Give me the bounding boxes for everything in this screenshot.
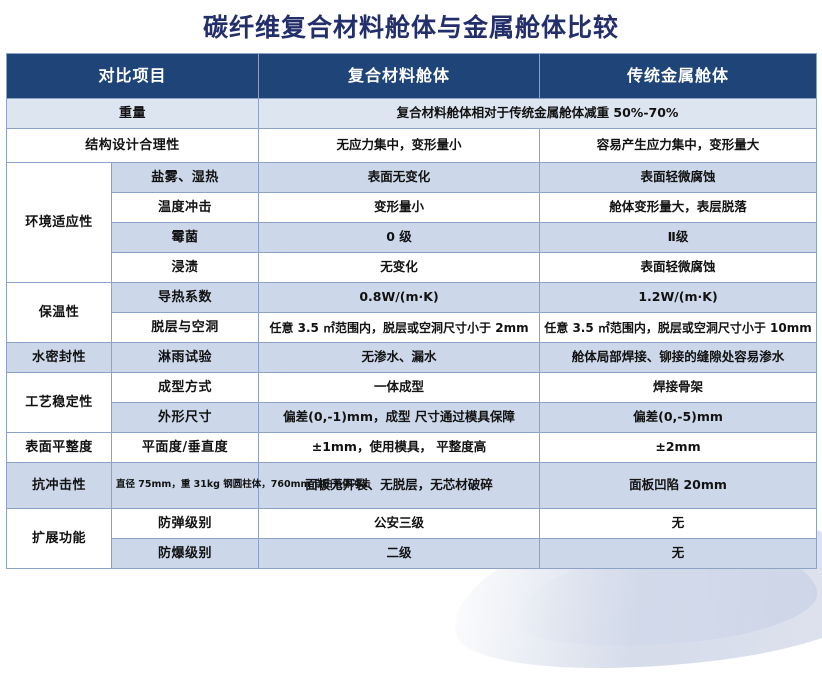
row-sub-explosionproof-level: 防爆级别 [110,538,260,570]
cell-conductivity-composite: 0.8W/(m·K) [258,282,541,314]
cell-salt-composite: 表面无变化 [258,162,541,194]
row-sub-immersion: 浸渍 [110,252,260,284]
table-row: 防爆级别 二级 无 [7,538,818,570]
cell-bulletproof-metal: 无 [539,508,818,540]
table-row: 外形尺寸 偏差(0,-1)mm，成型 尺寸通过模具保障 偏差(0,-5)mm [7,402,818,434]
table-row: 水密封性 淋雨试验 无渗水、漏水 舱体局部焊接、铆接的缝隙处容易渗水 [6,342,818,374]
row-sub-thermal-conductivity: 导热系数 [110,282,260,314]
row-sub-bulletproof-level: 防弹级别 [110,508,260,540]
table-row: 浸渍 无变化 表面轻微腐蚀 [7,252,818,284]
cell-explosionproof-metal: 无 [539,538,818,570]
table-row: 脱层与空洞 任意 3.5 ㎡范围内，脱层或空洞尺寸小于 2mm 任意 3.5 ㎡… [7,312,818,344]
cell-dimension-metal: 偏差(0,-5)mm [539,402,818,434]
cell-rain-metal: 舱体局部焊接、铆接的缝隙处容易渗水 [539,342,818,374]
table-row: 扩展功能 防弹级别 公安三级 无 [6,508,818,570]
cell-forming-metal: 焊接骨架 [539,372,818,404]
row-sub-salt-spray: 盐雾、湿热 [110,162,260,194]
table-row: 霉菌 0 级 Ⅱ级 [7,222,818,254]
table-row: 抗冲击性 直径 75mm，重 31kg 钢圆柱体，760mm 自由落体冲击 面板… [6,462,818,510]
cell-forming-composite: 一体成型 [258,372,541,404]
row-group-thermal-insulation: 保温性 [6,282,112,344]
table-row: 环境适应性 盐雾、湿热 表面无变化 表面轻微腐蚀 [6,162,818,284]
row-group-extended-functions: 扩展功能 [6,508,112,570]
row-group-env-adaptability: 环境适应性 [6,162,112,284]
row-label-weight: 重量 [5,98,260,130]
row-sub-flatness-perpendicularity: 平面度/垂直度 [110,432,260,464]
cell-thermal-shock-metal: 舱体变形量大，表层脱落 [539,192,818,224]
header-cell-composite: 复合材料舱体 [258,53,541,100]
row-sub-mold: 霉菌 [110,222,260,254]
table-body: 重量 复合材料舱体相对于传统金属舱体减重 50%-70% 结构设计合理性 无应力… [5,98,818,570]
row-label-structure: 结构设计合理性 [5,128,260,164]
cell-rain-composite: 无渗水、漏水 [258,342,541,374]
cell-weight-merged: 复合材料舱体相对于传统金属舱体减重 50%-70% [258,98,818,130]
header-cell-compare-item: 对比项目 [5,53,260,100]
cell-flatness-composite: ±1mm，使用模具， 平整度高 [258,432,541,464]
row-group-water-tightness: 水密封性 [6,342,112,374]
cell-flatness-metal: ±2mm [539,432,818,464]
row-sub-forming-method: 成型方式 [110,372,260,404]
cell-mold-metal: Ⅱ级 [539,222,818,254]
cell-delamination-composite: 任意 3.5 ㎡范围内，脱层或空洞尺寸小于 2mm [258,312,541,344]
cell-conductivity-metal: 1.2W/(m·K) [539,282,818,314]
cell-explosionproof-composite: 二级 [258,538,541,570]
cell-structure-metal: 容易产生应力集中，变形量大 [539,128,818,164]
cell-immersion-metal: 表面轻微腐蚀 [539,252,818,284]
row-group-impact-resistance: 抗冲击性 [6,462,112,510]
cell-bulletproof-composite: 公安三级 [258,508,541,540]
slide-page: 碳纤维复合材料舱体与金属舱体比较 对比项目 复合材料舱体 传统金属舱体 重量 复… [0,13,822,570]
row-sub-impact-condition: 直径 75mm，重 31kg 钢圆柱体，760mm 自由落体冲击 [110,462,371,510]
cell-structure-composite: 无应力集中，变形量小 [258,128,541,164]
header-cell-metal: 传统金属舱体 [539,53,818,100]
table-row: 温度冲击 变形量小 舱体变形量大，表层脱落 [7,192,818,224]
cell-dimension-composite: 偏差(0,-1)mm，成型 尺寸通过模具保障 [258,402,541,434]
row-group-process-stability: 工艺稳定性 [6,372,112,434]
cell-delamination-metal: 任意 3.5 ㎡范围内，脱层或空洞尺寸小于 10mm [539,312,818,344]
table-row: 保温性 导热系数 0.8W/(m·K) 1.2W/(m·K) [6,282,818,344]
row-sub-rain-test: 淋雨试验 [110,342,260,374]
row-sub-delamination-void: 脱层与空洞 [110,312,260,344]
row-sub-outer-dimension: 外形尺寸 [110,402,260,434]
table-row: 工艺稳定性 成型方式 一体成型 焊接骨架 [6,372,818,434]
cell-mold-composite: 0 级 [258,222,541,254]
row-group-surface-flatness: 表面平整度 [6,432,112,464]
comparison-table: 对比项目 复合材料舱体 传统金属舱体 重量 复合材料舱体相对于传统金属舱体减重 … [5,53,818,570]
cell-thermal-shock-composite: 变形量小 [258,192,541,224]
page-title: 碳纤维复合材料舱体与金属舱体比较 [202,13,619,42]
table-header: 对比项目 复合材料舱体 传统金属舱体 [5,53,818,100]
cell-impact-composite: 面板无开裂、无脱层，无芯材破碎 [258,462,541,510]
comparison-table-container: 对比项目 复合材料舱体 传统金属舱体 重量 复合材料舱体相对于传统金属舱体减重 … [0,53,822,570]
cell-salt-metal: 表面轻微腐蚀 [539,162,818,194]
table-row: 结构设计合理性 无应力集中，变形量小 容易产生应力集中，变形量大 [5,128,818,164]
cell-impact-metal: 面板凹陷 20mm [539,462,818,510]
row-sub-thermal-shock: 温度冲击 [110,192,260,224]
table-row: 表面平整度 平面度/垂直度 ±1mm，使用模具， 平整度高 ±2mm [6,432,818,464]
table-row: 重量 复合材料舱体相对于传统金属舱体减重 50%-70% [5,98,818,130]
cell-immersion-composite: 无变化 [258,252,541,284]
table-header-row: 对比项目 复合材料舱体 传统金属舱体 [5,53,818,100]
